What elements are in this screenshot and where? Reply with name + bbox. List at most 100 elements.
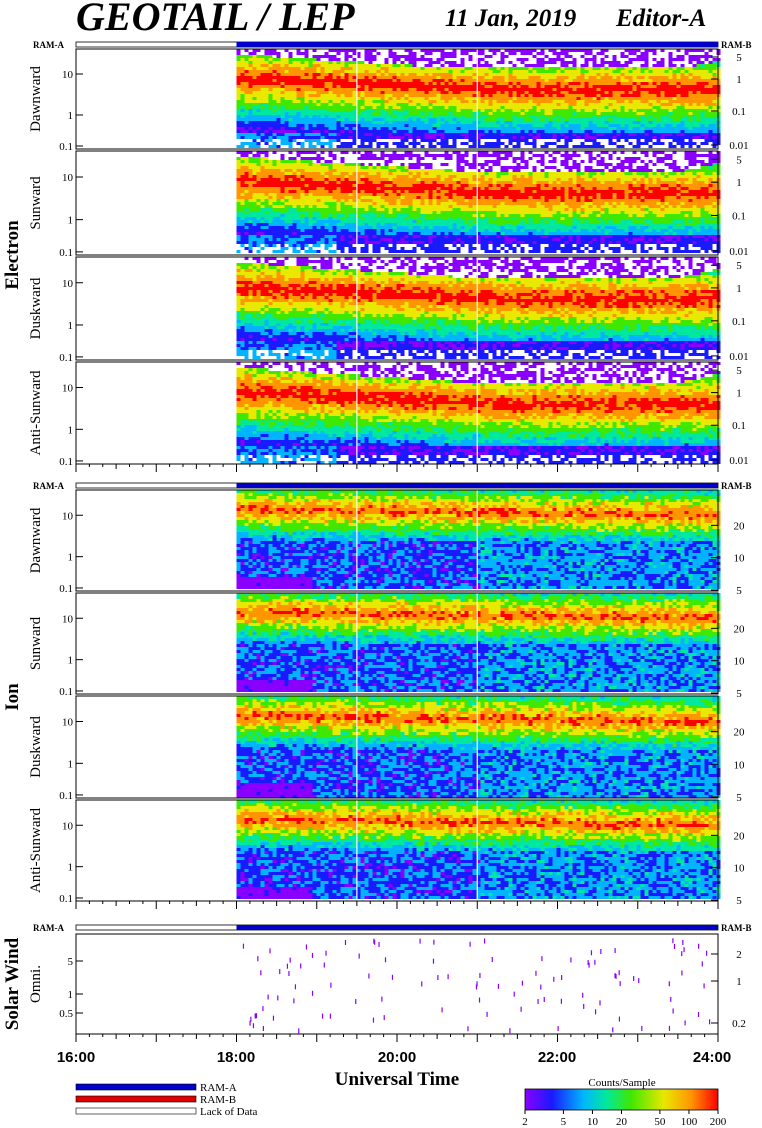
- heatmap-cell: [629, 103, 633, 106]
- heatmap-cell: [425, 79, 429, 82]
- heatmap-cell: [273, 73, 277, 76]
- heatmap-cell: [293, 127, 297, 130]
- heatmap-cell: [389, 106, 393, 109]
- heatmap-cell: [681, 127, 685, 130]
- heatmap-cell: [485, 70, 489, 73]
- heatmap-cell: [369, 73, 373, 76]
- heatmap-cell: [385, 136, 389, 139]
- heatmap-cell: [541, 130, 545, 133]
- heatmap-cell: [445, 139, 449, 142]
- heatmap-cell: [541, 91, 545, 94]
- heatmap-cell: [525, 79, 529, 82]
- heatmap-cell: [309, 100, 313, 103]
- heatmap-cell: [345, 97, 349, 100]
- heatmap-cell: [273, 109, 277, 112]
- heatmap-cell: [585, 73, 589, 76]
- heatmap-cell: [445, 124, 449, 127]
- heatmap-cell: [469, 103, 473, 106]
- heatmap-cell: [585, 91, 589, 94]
- heatmap-cell: [573, 118, 577, 121]
- heatmap-cell: [473, 91, 477, 94]
- heatmap-cell: [449, 70, 453, 73]
- heatmap-cell: [277, 88, 281, 91]
- heatmap-cell: [397, 142, 401, 145]
- heatmap-cell: [337, 136, 341, 139]
- heatmap-cell: [609, 82, 613, 85]
- heatmap-cell: [505, 82, 509, 85]
- heatmap-cell: [645, 64, 649, 67]
- heatmap-cell: [249, 127, 253, 130]
- heatmap-cell: [677, 121, 681, 124]
- heatmap-cell: [401, 97, 405, 100]
- heatmap-cell: [581, 136, 585, 139]
- heatmap-cell: [273, 58, 277, 61]
- heatmap-cell: [373, 100, 377, 103]
- heatmap-cell: [449, 124, 453, 127]
- heatmap-cell: [261, 94, 265, 97]
- heatmap-cell: [601, 103, 605, 106]
- heatmap-cell: [669, 91, 673, 94]
- heatmap-cell: [637, 55, 641, 58]
- heatmap-cell: [413, 55, 417, 58]
- heatmap-cell: [269, 103, 273, 106]
- heatmap-cell: [449, 115, 453, 118]
- heatmap-cell: [569, 109, 573, 112]
- heatmap-cell: [657, 142, 661, 145]
- heatmap-cell: [589, 127, 593, 130]
- heatmap-cell: [577, 109, 581, 112]
- heatmap-cell: [673, 130, 677, 133]
- heatmap-cell: [293, 139, 297, 142]
- heatmap-cell: [593, 64, 597, 67]
- heatmap-cell: [325, 88, 329, 91]
- heatmap-cell: [289, 103, 293, 106]
- heatmap-cell: [393, 127, 397, 130]
- heatmap-cell: [545, 70, 549, 73]
- heatmap-cell: [445, 136, 449, 139]
- heatmap-cell: [569, 91, 573, 94]
- heatmap-cell: [541, 118, 545, 121]
- heatmap-cell: [297, 61, 301, 64]
- heatmap-cell: [329, 91, 333, 94]
- heatmap-cell: [341, 145, 345, 148]
- heatmap-cell: [605, 103, 609, 106]
- heatmap-cell: [453, 106, 457, 109]
- heatmap-cell: [521, 58, 525, 61]
- heatmap-cell: [285, 79, 289, 82]
- heatmap-cell: [265, 70, 269, 73]
- heatmap-cell: [333, 58, 337, 61]
- heatmap-cell: [525, 64, 529, 67]
- heatmap-cell: [601, 58, 605, 61]
- heatmap-cell: [365, 100, 369, 103]
- heatmap-cell: [305, 112, 309, 115]
- heatmap-cell: [585, 112, 589, 115]
- heatmap-cell: [329, 67, 333, 70]
- heatmap-cell: [489, 124, 493, 127]
- heatmap-cell: [597, 127, 601, 130]
- heatmap-cell: [521, 127, 525, 130]
- heatmap-cell: [265, 91, 269, 94]
- heatmap-cell: [313, 106, 317, 109]
- heatmap-cell: [621, 103, 625, 106]
- heatmap-cell: [677, 79, 681, 82]
- heatmap-cell: [553, 73, 557, 76]
- heatmap-cell: [313, 76, 317, 79]
- heatmap-cell: [669, 73, 673, 76]
- heatmap-cell: [641, 76, 645, 79]
- heatmap-cell: [701, 70, 705, 73]
- heatmap-cell: [349, 142, 353, 145]
- heatmap-cell: [697, 106, 701, 109]
- heatmap-cell: [665, 106, 669, 109]
- heatmap-cell: [261, 58, 265, 61]
- heatmap-cell: [501, 82, 505, 85]
- heatmap-cell: [409, 103, 413, 106]
- heatmap-cell: [253, 136, 257, 139]
- heatmap-cell: [325, 106, 329, 109]
- heatmap-cell: [513, 124, 517, 127]
- heatmap-cell: [253, 100, 257, 103]
- heatmap-cell: [601, 97, 605, 100]
- heatmap-cell: [293, 70, 297, 73]
- heatmap-cell: [637, 88, 641, 91]
- heatmap-cell: [621, 136, 625, 139]
- heatmap-cell: [329, 139, 333, 142]
- heatmap-cell: [469, 70, 473, 73]
